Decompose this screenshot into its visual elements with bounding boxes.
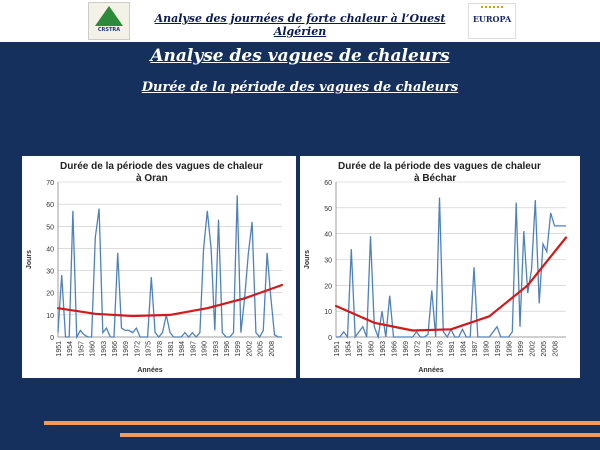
x-axis-label: Années: [137, 367, 162, 374]
y-tick-label: 70: [46, 180, 54, 187]
x-tick-label: 1999: [518, 341, 525, 357]
x-tick-label: 1975: [146, 341, 153, 357]
x-tick-label: 1978: [438, 341, 445, 357]
logo-right-label: EUROPA: [472, 14, 512, 24]
y-tick-label: 0: [328, 335, 332, 342]
x-tick-label: 2008: [269, 341, 276, 357]
chart-title-location: à Oran: [136, 173, 168, 184]
trend-line: [334, 236, 568, 332]
x-tick-label: 1993: [495, 341, 502, 357]
x-tick-label: 1957: [357, 341, 364, 357]
x-tick-label: 1957: [78, 341, 85, 357]
y-tick-label: 0: [50, 335, 54, 342]
x-tick-label: 1984: [179, 341, 186, 357]
x-tick-label: 1966: [392, 341, 399, 357]
slide-subtitle: Durée de la période des vagues de chaleu…: [141, 80, 459, 95]
y-tick-label: 40: [324, 232, 332, 239]
x-tick-label: 1975: [426, 341, 433, 357]
y-tick-label: 50: [46, 224, 54, 231]
y-tick-label: 30: [46, 269, 54, 276]
y-tick-label: 20: [324, 283, 332, 290]
triangle-logo-icon: [95, 6, 123, 26]
slide-title: Analyse des vagues de chaleurs: [150, 46, 450, 66]
x-tick-label: 1969: [403, 341, 410, 357]
x-tick-label: 1993: [213, 341, 220, 357]
chart-title-location: à Béchar: [414, 173, 456, 184]
x-tick-label: 1990: [484, 341, 491, 357]
x-tick-label: 1972: [415, 341, 422, 357]
presentation-header: Analyse des journées de forte chaleur à …: [154, 12, 446, 38]
y-axis-label: Jours: [304, 250, 311, 269]
y-tick-label: 30: [324, 258, 332, 265]
trend-line: [56, 283, 284, 318]
x-tick-label: 1963: [380, 341, 387, 357]
y-tick-label: 60: [324, 180, 332, 187]
chart-svg: Durée de la période des vagues de chaleu…: [26, 161, 284, 374]
y-tick-label: 60: [46, 202, 54, 209]
y-axis-label: Jours: [26, 250, 33, 269]
x-tick-label: 1951: [334, 341, 341, 357]
decorative-stripe-bottom: [120, 433, 600, 437]
y-tick-label: 50: [324, 206, 332, 213]
y-tick-label: 40: [46, 246, 54, 253]
series-line: [336, 197, 566, 340]
x-tick-label: 1996: [507, 341, 514, 357]
x-tick-label: 1981: [168, 341, 175, 357]
x-tick-label: 1969: [123, 341, 130, 357]
x-tick-label: 1954: [67, 341, 74, 357]
x-tick-label: 1978: [157, 341, 164, 357]
x-tick-label: 2002: [246, 341, 253, 357]
europa-logo: EUROPA: [468, 3, 516, 39]
x-tick-label: 2002: [530, 341, 537, 357]
x-tick-label: 1981: [449, 341, 456, 357]
crstra-logo: CRSTRA: [88, 2, 130, 40]
x-tick-label: 2008: [553, 341, 560, 357]
x-tick-label: 1996: [224, 341, 231, 357]
chart-oran: Durée de la période des vagues de chaleu…: [22, 156, 296, 378]
chart-svg: Durée de la période des vagues de chaleu…: [304, 161, 568, 374]
x-tick-label: 1963: [101, 341, 108, 357]
x-tick-label: 1984: [461, 341, 468, 357]
x-tick-label: 2005: [258, 341, 265, 357]
series-line: [57, 195, 282, 340]
stars-icon: [481, 6, 503, 14]
x-tick-label: 2005: [541, 341, 548, 357]
x-tick-label: 1990: [202, 341, 209, 357]
x-tick-label: 1987: [190, 341, 197, 357]
y-tick-label: 10: [324, 309, 332, 316]
x-tick-label: 1954: [346, 341, 353, 357]
y-tick-label: 20: [46, 291, 54, 298]
x-axis-label: Années: [418, 367, 443, 374]
x-tick-label: 1987: [472, 341, 479, 357]
x-tick-label: 1960: [369, 341, 376, 357]
chart-title: Durée de la période des vagues de chaleu…: [60, 161, 263, 172]
chart-bechar: Durée de la période des vagues de chaleu…: [300, 156, 580, 378]
x-tick-label: 1966: [112, 341, 119, 357]
chart-title: Durée de la période des vagues de chaleu…: [338, 161, 541, 172]
y-tick-label: 10: [46, 313, 54, 320]
x-tick-label: 1999: [235, 341, 242, 357]
x-tick-label: 1951: [56, 341, 63, 357]
logo-left-label: CRSTRA: [97, 27, 121, 33]
x-tick-label: 1972: [134, 341, 141, 357]
x-tick-label: 1960: [90, 341, 97, 357]
decorative-stripe-top: [44, 421, 600, 425]
